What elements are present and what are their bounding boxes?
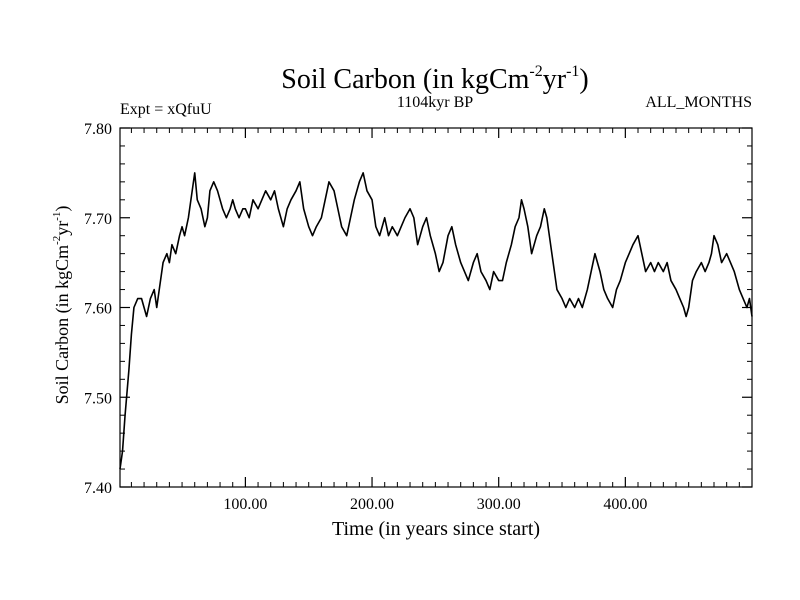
subtitle-experiment: Expt = xQfuU <box>120 101 212 118</box>
chart-title-sup2: -1 <box>566 63 579 80</box>
x-tick-label: 300.00 <box>477 496 521 513</box>
y-axis-label-mid: yr <box>52 221 72 236</box>
x-tick-label: 400.00 <box>603 496 647 513</box>
chart-title-mid: yr <box>543 64 567 95</box>
plot-frame <box>119 127 753 488</box>
y-tick-label: 7.60 <box>84 301 112 318</box>
y-tick-label: 7.70 <box>84 211 112 228</box>
y-axis-label-sup2: -1 <box>51 212 63 221</box>
y-axis-label-sup1: -2 <box>51 236 63 245</box>
chart-title-end: ) <box>579 64 588 95</box>
tick-labels: 100.00 200.00 300.00 400.00 7.40 7.50 7.60 7.70… <box>84 121 647 513</box>
chart-title-sup1: -2 <box>529 63 542 80</box>
chart-title-main: Soil Carbon (in kgCm <box>281 64 529 95</box>
subtitle-period: 1104kyr BP <box>397 94 473 111</box>
x-tick-label: 200.00 <box>350 496 394 513</box>
y-tick-label: 7.50 <box>84 390 112 407</box>
minor-ticks <box>120 128 752 487</box>
y-tick-label: 7.40 <box>84 480 112 497</box>
y-axis-label-main: Soil Carbon (in kgCm <box>52 245 73 405</box>
y-axis-label-end: ) <box>52 206 73 212</box>
y-axis-label: Soil Carbon (in kgCm-2yr-1) <box>51 206 73 405</box>
major-ticks <box>120 127 752 488</box>
soil-carbon-series-line <box>119 172 753 470</box>
x-axis-label: Time (in years since start) <box>332 518 540 540</box>
x-tick-label: 100.00 <box>223 496 267 513</box>
chart-title: Soil Carbon (in kgCm-2yr-1) <box>281 63 588 95</box>
subtitle-months: ALL_MONTHS <box>645 94 752 111</box>
y-tick-label: 7.80 <box>84 121 112 138</box>
